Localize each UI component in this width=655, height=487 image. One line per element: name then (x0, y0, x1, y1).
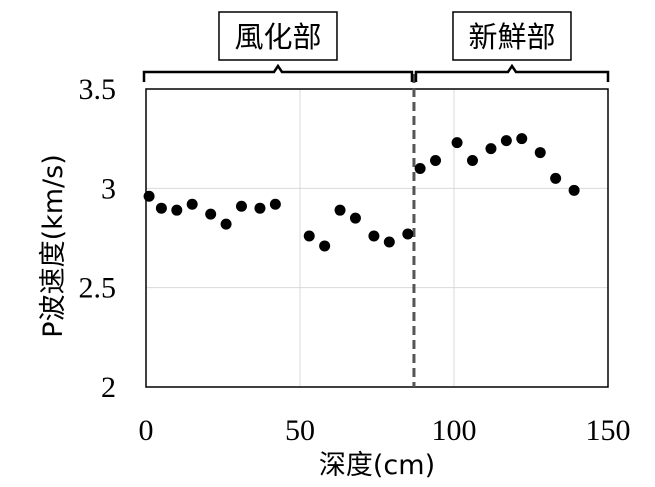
data-point (568, 184, 580, 196)
data-point (171, 204, 183, 216)
zone-label: 風化部 (234, 20, 321, 54)
zone-labels: 風化部 新鮮部 (218, 11, 572, 61)
y-axis-title: P波速度(km/s) (38, 154, 69, 337)
data-point (368, 230, 380, 242)
data-point (235, 200, 247, 212)
data-point (319, 240, 331, 252)
data-point (466, 155, 478, 167)
plot-area-frame (145, 88, 609, 388)
x-tick-label: 50 (285, 414, 315, 447)
data-point (155, 202, 167, 214)
y-tick-label: 3.5 (79, 73, 117, 106)
data-point (550, 172, 562, 184)
x-tick-label: 0 (139, 414, 154, 447)
data-point (383, 236, 395, 248)
zone-label-box (452, 11, 572, 61)
data-point (220, 218, 232, 230)
x-tick-label: 100 (432, 414, 477, 447)
y-tick-label: 2 (101, 371, 116, 404)
data-point (205, 208, 217, 220)
x-tick-label: 150 (586, 414, 631, 447)
data-point (414, 162, 426, 174)
data-point (143, 190, 155, 202)
data-point (254, 202, 266, 214)
x-axis-title: 深度(cm) (319, 450, 435, 481)
data-point (334, 204, 346, 216)
data-point (349, 212, 361, 224)
data-point (534, 147, 546, 159)
data-point (303, 230, 315, 242)
data-point (500, 135, 512, 147)
zone-bracket (142, 63, 414, 82)
zone-brackets (142, 63, 610, 82)
zone-label-box (218, 11, 338, 61)
data-point (269, 198, 281, 210)
data-point (430, 155, 442, 167)
y-tick-label: 2.5 (79, 272, 117, 305)
data-point (485, 143, 497, 155)
data-points (143, 133, 580, 252)
data-point (186, 198, 198, 210)
y-tick-label: 3 (101, 172, 116, 205)
zone-bracket (414, 63, 610, 82)
data-point (516, 133, 528, 145)
data-point (451, 137, 463, 149)
data-point (402, 228, 414, 240)
tick-labels: 0 50 100 150 2 2.5 3 3.5 (79, 73, 631, 447)
zone-label: 新鮮部 (468, 20, 555, 54)
